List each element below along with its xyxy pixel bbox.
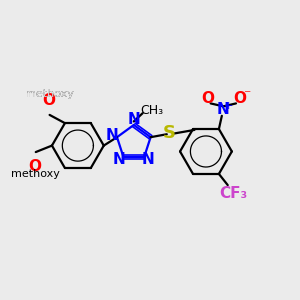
- Text: ⁻: ⁻: [243, 88, 250, 102]
- Text: O: O: [43, 93, 56, 108]
- Text: N: N: [217, 102, 230, 117]
- Text: methoxy: methoxy: [25, 89, 74, 99]
- Text: +: +: [224, 101, 233, 111]
- Text: methoxy: methoxy: [59, 105, 65, 107]
- Text: CF₃: CF₃: [219, 186, 247, 201]
- Text: O: O: [233, 92, 246, 106]
- Text: N: N: [105, 128, 118, 143]
- Text: N: N: [128, 112, 140, 128]
- Text: O: O: [29, 159, 42, 174]
- Text: O: O: [201, 92, 214, 106]
- Text: N: N: [141, 152, 154, 167]
- Text: N: N: [112, 152, 125, 167]
- Text: S: S: [163, 124, 176, 142]
- Text: CH₃: CH₃: [140, 104, 163, 117]
- Text: methoxy: methoxy: [11, 169, 60, 179]
- Text: methoxy: methoxy: [25, 89, 74, 99]
